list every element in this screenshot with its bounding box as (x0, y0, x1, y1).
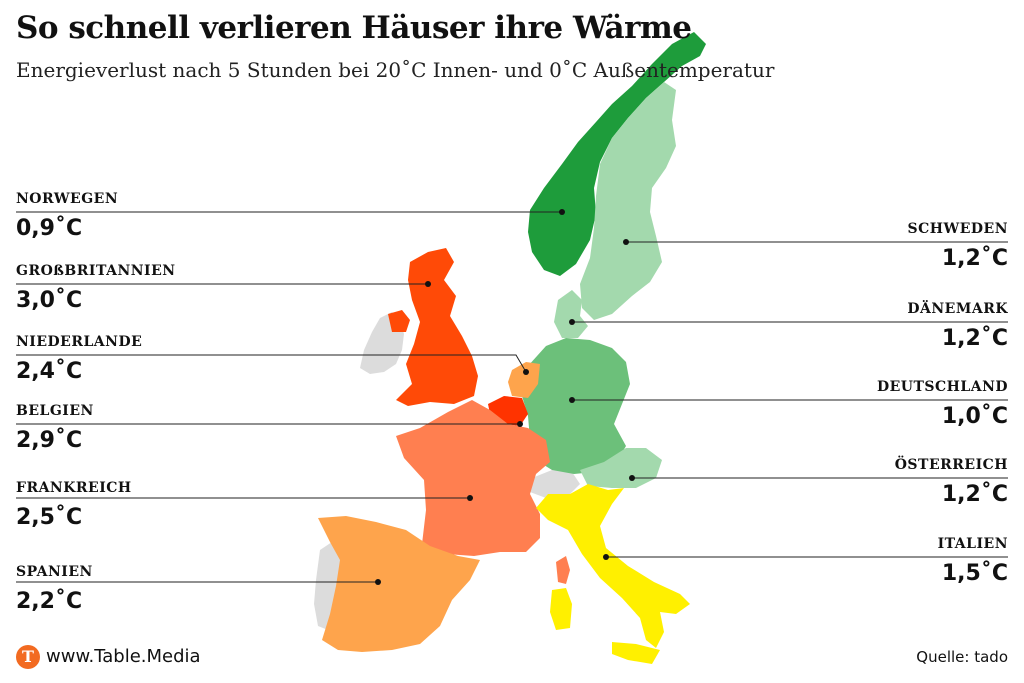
marker-frankreich (467, 495, 473, 501)
country-name: SCHWEDEN (907, 221, 1008, 237)
country-deutschland (522, 338, 630, 474)
marker-grossbritannien (425, 281, 431, 287)
country-schweden (580, 82, 676, 320)
page-subtitle: Energieverlust nach 5 Stunden bei 20˚C I… (16, 58, 775, 82)
source-note: Quelle: tado (916, 648, 1008, 666)
marker-belgien (517, 421, 523, 427)
label-oesterreich: ÖSTERREICH 1,2˚C (895, 457, 1008, 507)
marker-italien (603, 554, 609, 560)
table-media-logo-icon: T (16, 645, 40, 669)
marker-niederlande (523, 369, 529, 375)
country-value: 2,9˚C (16, 428, 83, 453)
page-title: So schnell verlieren Häuser ihre Wärme (16, 10, 692, 46)
marker-schweden (623, 239, 629, 245)
marker-spanien (375, 579, 381, 585)
country-spanien (318, 516, 480, 652)
label-spanien: SPANIEN 2,2˚C (16, 564, 93, 614)
label-deutschland: DEUTSCHLAND 1,0˚C (877, 379, 1008, 429)
label-schweden: SCHWEDEN 1,2˚C (908, 221, 1008, 271)
country-value: 1,2˚C (941, 482, 1008, 507)
country-name: GROßBRITANNIEN (16, 263, 176, 279)
label-daenemark: DÄNEMARK 1,2˚C (907, 301, 1008, 351)
label-frankreich: FRANKREICH 2,5˚C (16, 480, 132, 530)
label-norwegen: NORWEGEN 0,9˚C (16, 191, 118, 241)
country-daenemark (554, 290, 588, 338)
country-frankreich (396, 400, 550, 556)
country-value: 3,0˚C (16, 288, 83, 313)
country-name: BELGIEN (16, 403, 94, 419)
country-value: 1,2˚C (941, 246, 1008, 271)
country-name: ITALIEN (937, 536, 1008, 552)
site-link[interactable]: www.Table.Media (46, 646, 201, 667)
leader-niederlande (16, 354, 527, 373)
label-niederlande: NIEDERLANDE 2,4˚C (16, 334, 142, 384)
country-name: DEUTSCHLAND (876, 379, 1008, 395)
country-grossbritannien (396, 248, 478, 406)
marker-norwegen (559, 209, 565, 215)
marker-deutschland (569, 397, 575, 403)
country-value: 1,2˚C (941, 326, 1008, 351)
marker-oesterreich (629, 475, 635, 481)
country-name: SPANIEN (16, 564, 93, 580)
label-italien: ITALIEN 1,5˚C (938, 536, 1008, 586)
country-name: ÖSTERREICH (894, 457, 1008, 473)
country-norwegen (528, 32, 706, 276)
country-name: DÄNEMARK (907, 301, 1008, 317)
country-switzerland (530, 470, 580, 498)
island-sardinia (550, 588, 572, 630)
country-portugal (314, 542, 342, 630)
island-northern-ireland (388, 310, 410, 332)
country-niederlande (508, 362, 540, 398)
island-sicily (612, 642, 660, 664)
country-value: 2,2˚C (16, 589, 83, 614)
country-name: FRANKREICH (16, 480, 132, 496)
country-value: 2,4˚C (16, 359, 83, 384)
marker-daenemark (569, 319, 575, 325)
country-value: 1,5˚C (941, 561, 1008, 586)
country-value: 2,5˚C (16, 505, 83, 530)
label-belgien: BELGIEN 2,9˚C (16, 403, 94, 453)
country-value: 0,9˚C (16, 216, 83, 241)
country-value: 1,0˚C (941, 404, 1008, 429)
country-name: NIEDERLANDE (16, 334, 143, 350)
country-italien (536, 484, 690, 648)
island-corsica (556, 556, 570, 584)
label-grossbritannien: GROßBRITANNIEN 3,0˚C (16, 263, 176, 313)
country-name: NORWEGEN (16, 191, 119, 207)
